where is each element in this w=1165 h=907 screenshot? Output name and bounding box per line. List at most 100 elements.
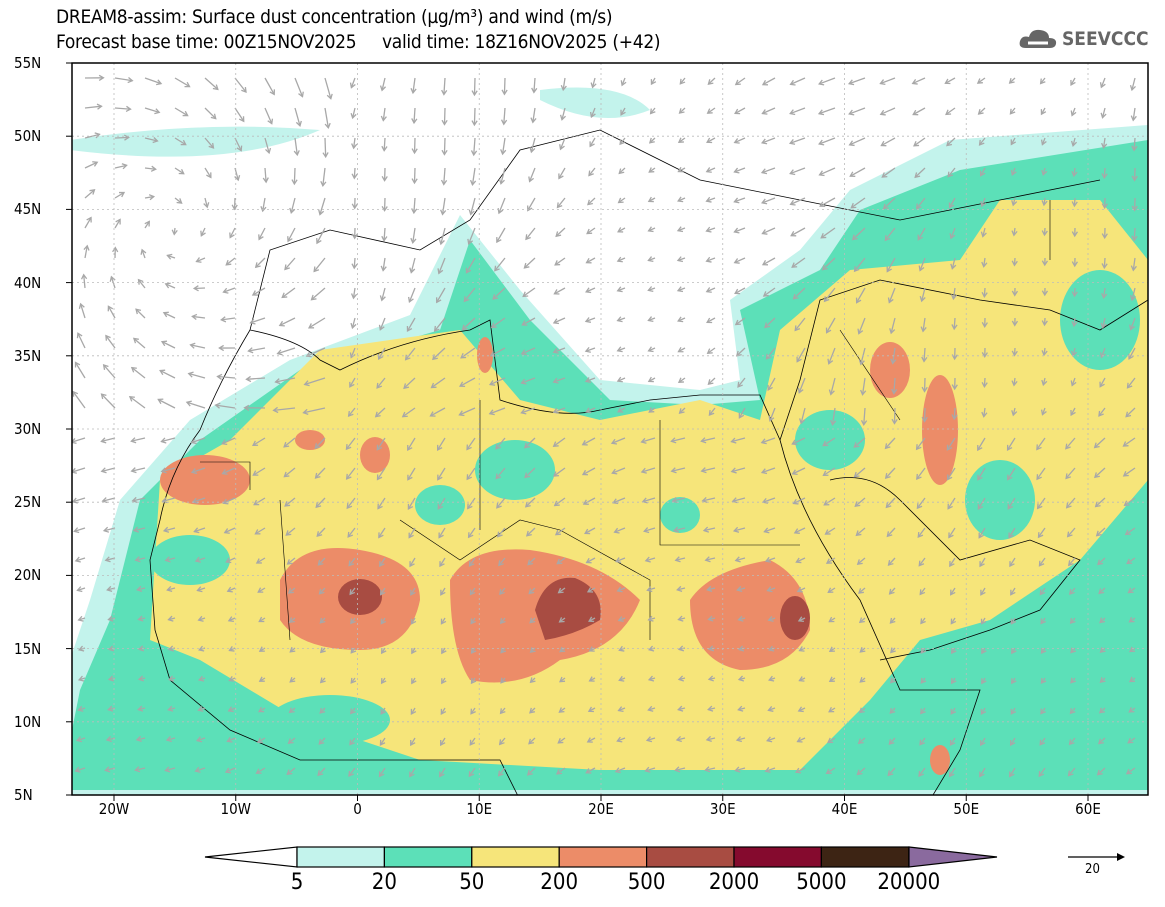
wind-arrow xyxy=(520,407,536,415)
wind-arrow xyxy=(1040,107,1047,116)
wind-arrow xyxy=(376,377,386,389)
colorbar-label: 500 xyxy=(627,870,666,895)
wind-arrow xyxy=(819,197,836,208)
wind-arrow xyxy=(225,257,236,266)
wind-arrow xyxy=(197,705,206,712)
wind-arrow xyxy=(131,496,146,504)
wind-arrow xyxy=(678,407,686,414)
wind-arrow xyxy=(102,364,116,379)
wind-arrow xyxy=(458,407,476,417)
wind-arrow xyxy=(522,287,536,298)
wind-arrow xyxy=(857,587,866,594)
wind-arrow xyxy=(707,615,716,622)
seevccc-logo: SEEVCCC xyxy=(1018,26,1149,52)
wind-arrow xyxy=(410,227,417,245)
wind-arrow xyxy=(848,107,866,116)
wind-arrow xyxy=(882,197,896,210)
wind-arrow xyxy=(1129,317,1136,331)
wind-arrow xyxy=(102,526,116,533)
wind-arrow xyxy=(347,527,356,538)
wind-arrow xyxy=(467,227,476,245)
wind-arrow xyxy=(264,107,274,125)
wind-arrow xyxy=(531,77,538,94)
wind-arrow xyxy=(520,347,536,356)
wind-arrow xyxy=(379,737,386,746)
wind-arrow xyxy=(351,227,358,240)
wind-arrow xyxy=(678,107,686,114)
wind-arrow xyxy=(560,77,567,92)
wind-arrow xyxy=(75,736,86,743)
wind-arrow xyxy=(917,227,926,241)
wind-arrow xyxy=(616,736,626,743)
wind-arrow xyxy=(1101,197,1108,210)
wind-arrow xyxy=(114,105,132,113)
wind-arrow xyxy=(700,437,716,444)
wind-arrow xyxy=(643,527,656,534)
wind-arrow xyxy=(351,137,358,150)
wind-arrow xyxy=(529,137,536,154)
wind-arrow xyxy=(733,137,746,144)
wind-arrow xyxy=(72,437,86,445)
wind-arrow xyxy=(378,767,386,778)
colorbar-label: 2000 xyxy=(708,870,760,895)
wind-arrow xyxy=(796,347,806,363)
wind-arrow xyxy=(1038,767,1046,778)
wind-arrow xyxy=(471,77,478,97)
wind-arrow xyxy=(317,557,326,566)
wind-arrow xyxy=(760,197,776,205)
wind-arrow xyxy=(854,497,866,508)
wind-arrow xyxy=(918,767,926,777)
wind-arrow xyxy=(351,167,358,180)
wind-arrow xyxy=(704,556,716,563)
wind-arrow xyxy=(584,527,596,535)
wind-arrow xyxy=(705,256,716,263)
wind-arrow xyxy=(794,767,806,774)
wind-arrow xyxy=(466,437,476,451)
wind-arrow xyxy=(581,467,596,476)
wind-arrow xyxy=(853,437,866,448)
wind-arrow xyxy=(227,706,236,713)
wind-arrow xyxy=(915,437,926,451)
wind-arrow xyxy=(469,587,476,596)
wind-arrow xyxy=(1065,497,1076,509)
wind-arrow xyxy=(499,587,506,596)
wind-arrow xyxy=(524,497,536,508)
wind-arrow xyxy=(737,675,746,682)
wind-arrow xyxy=(164,556,176,563)
wind-arrow xyxy=(136,585,146,592)
wind-arrow xyxy=(1011,677,1017,685)
wind-arrow xyxy=(174,197,183,204)
wind-arrow xyxy=(161,497,176,504)
wind-arrow xyxy=(440,197,447,216)
wind-arrow xyxy=(1070,377,1077,387)
wind-arrow xyxy=(950,587,956,596)
wind-arrow xyxy=(278,317,296,327)
wind-arrow xyxy=(76,586,86,593)
wind-arrow xyxy=(376,437,386,451)
wind-arrow xyxy=(1124,527,1136,536)
wind-arrow xyxy=(351,257,358,270)
wind-arrow xyxy=(921,377,928,393)
wind-arrow xyxy=(1101,227,1108,240)
wind-arrow xyxy=(105,334,116,349)
wind-arrow xyxy=(1009,557,1016,568)
wind-arrow xyxy=(140,248,147,259)
wind-arrow xyxy=(440,587,446,596)
wind-arrow xyxy=(500,137,507,156)
wind-arrow xyxy=(401,407,416,418)
wind-arrow xyxy=(822,467,836,477)
wind-arrow xyxy=(243,404,266,411)
wind-arrow xyxy=(830,407,837,426)
wind-arrow xyxy=(919,287,926,303)
wind-arrow xyxy=(705,167,716,173)
wind-arrow xyxy=(847,77,866,86)
wind-arrow xyxy=(409,557,416,568)
wind-arrow xyxy=(288,617,296,624)
wind-arrow xyxy=(378,527,386,539)
wind-arrow xyxy=(733,257,746,264)
wind-arrow xyxy=(495,467,506,480)
wind-arrow xyxy=(644,556,656,563)
wind-arrow xyxy=(1041,197,1048,207)
wind-arrow xyxy=(676,286,686,293)
wind-arrow xyxy=(1130,257,1137,272)
